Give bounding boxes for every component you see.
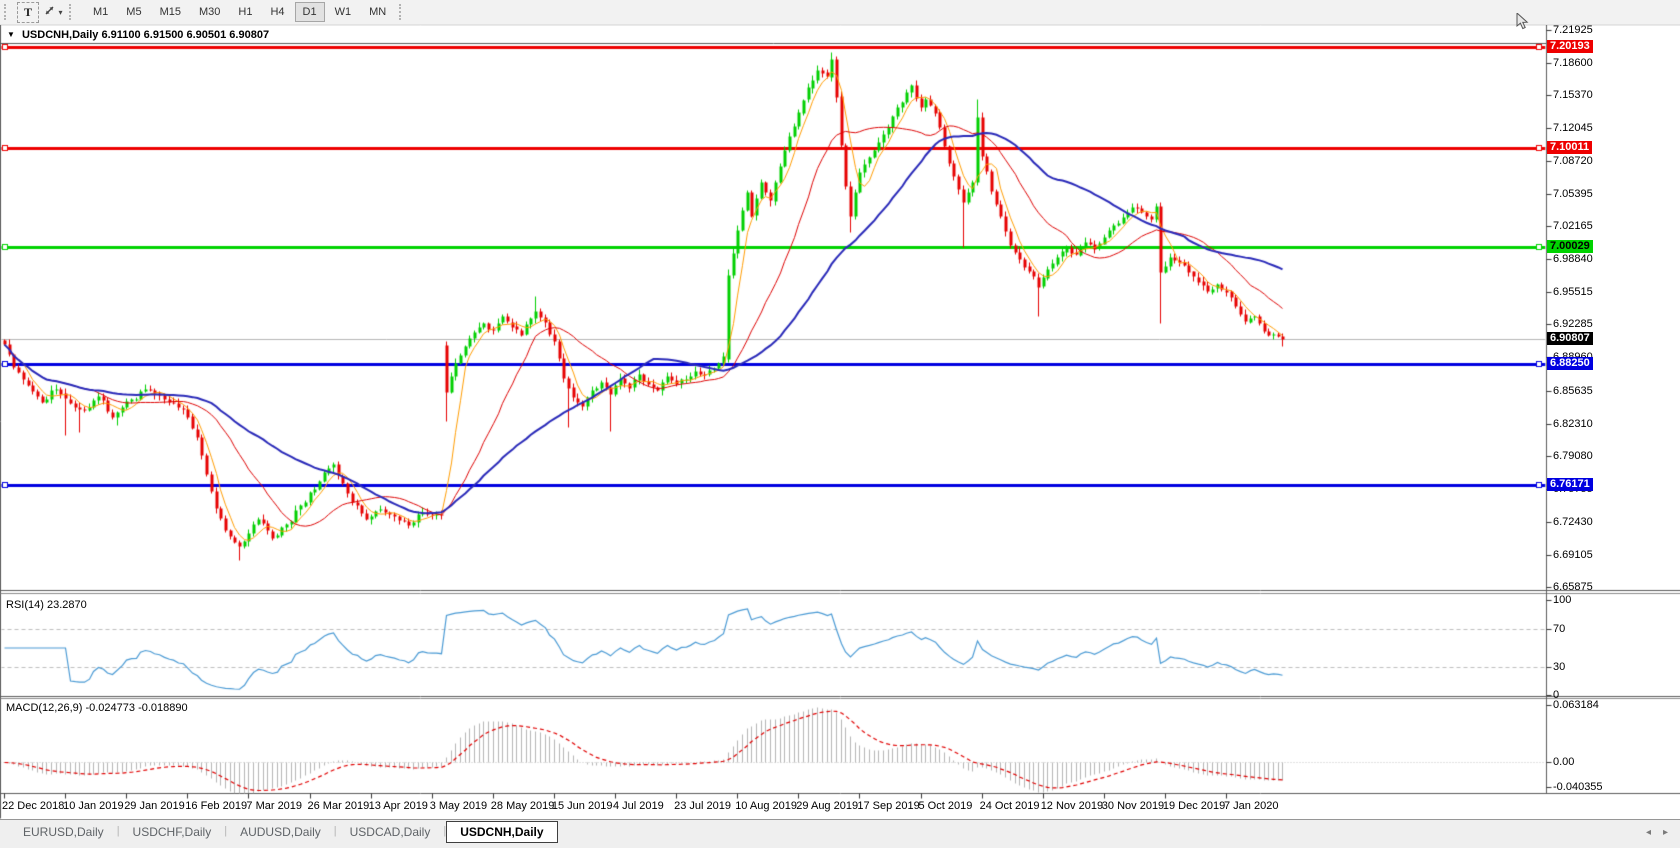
macd-scale-label: -0.040355 <box>1553 781 1603 793</box>
time-axis-label: 29 Jan 2019 <box>124 800 185 812</box>
timeframe-buttons: M1 M5 M15 M30 H1 H4 D1 W1 MN <box>84 2 395 22</box>
tab-separator-icon: | <box>116 825 120 837</box>
time-axis-label: 12 Nov 2019 <box>1040 800 1104 812</box>
price-scale-label: 6.69105 <box>1553 548 1593 561</box>
hline-price-label: 7.20193 <box>1547 39 1593 53</box>
time-axis-label: 7 Jan 2020 <box>1224 800 1279 812</box>
time-axis-label: 5 Oct 2019 <box>918 800 973 812</box>
timeframe-button-d1[interactable]: D1 <box>294 2 325 22</box>
time-axis-label: 29 Aug 2019 <box>796 800 859 812</box>
hline-price-label: 6.88250 <box>1547 357 1593 371</box>
tab-usdchf[interactable]: USDCHF,Daily <box>132 825 212 839</box>
tab-eurusd[interactable]: EURUSD,Daily <box>23 825 104 839</box>
price-scale-label: 7.18600 <box>1553 56 1593 69</box>
price-scale-label: 6.85635 <box>1553 384 1593 397</box>
macd-header: MACD(12,26,9) -0.024773 -0.018890 <box>6 702 188 714</box>
timeframe-button-m15[interactable]: M15 <box>159 6 181 18</box>
time-axis-label: 16 Feb 2019 <box>185 800 248 812</box>
chart-title[interactable]: ▼ USDCNH,Daily 6.91100 6.91500 6.90501 6… <box>7 29 269 41</box>
time-axis-label: 10 Jan 2019 <box>63 800 124 812</box>
price-scale-label: 6.72430 <box>1553 515 1593 528</box>
time-axis-label: 28 May 2019 <box>490 800 555 812</box>
tab-separator-icon: | <box>443 825 447 837</box>
toolbar-grip[interactable] <box>4 4 9 20</box>
timeframe-button-mn[interactable]: MN <box>369 6 387 18</box>
time-axis-label: 22 Dec 2018 <box>2 800 65 812</box>
time-axis-label: 19 Dec 2019 <box>1162 800 1226 812</box>
macd-scale-label: 0.00 <box>1553 756 1575 768</box>
timeframe-button-w1[interactable]: W1 <box>334 6 352 18</box>
price-scale-label: 7.21925 <box>1553 23 1593 36</box>
time-axis-label: 30 Nov 2019 <box>1101 800 1165 812</box>
time-axis-label: 13 Apr 2019 <box>368 800 428 812</box>
toolbar-grip[interactable] <box>399 4 404 20</box>
rsi-scale-label: 0 <box>1553 689 1560 701</box>
time-axis-label: 3 May 2019 <box>429 800 488 812</box>
time-axis-label: 10 Aug 2019 <box>735 800 797 812</box>
timeframe-button-m30[interactable]: M30 <box>198 6 221 18</box>
time-axis-label: 7 Mar 2019 <box>246 800 303 812</box>
tab-scroll-right-icon[interactable]: ▸ <box>1662 827 1668 838</box>
hline-price-label: 6.76171 <box>1547 477 1593 491</box>
tab-separator-icon: | <box>224 825 228 837</box>
price-scale-label: 6.92285 <box>1553 318 1593 331</box>
price-scale-label: 7.05395 <box>1553 187 1593 200</box>
price-scale-label: 7.15370 <box>1553 88 1593 101</box>
mouse-cursor <box>1516 11 1530 36</box>
collapse-triangle-icon[interactable]: ▼ <box>7 30 15 39</box>
time-axis-label: 26 Mar 2019 <box>307 800 370 812</box>
tab-audusd[interactable]: AUDUSD,Daily <box>240 825 321 839</box>
time-axis-label: 4 Jul 2019 <box>613 800 664 812</box>
ohlc-quote: 6.91100 6.91500 6.90501 6.90807 <box>101 29 270 41</box>
rsi-scale-label: 70 <box>1553 622 1566 635</box>
price-scale-label: 6.82310 <box>1553 417 1593 430</box>
hline-price-label: 7.00029 <box>1547 240 1593 254</box>
price-scale-label: 7.02165 <box>1553 220 1593 233</box>
chart-tab-bar: EURUSD,Daily | USDCHF,Daily | AUDUSD,Daily | U… <box>0 819 1680 848</box>
time-axis-label: 15 Jun 2019 <box>551 800 613 812</box>
timeframe-button-h1[interactable]: H1 <box>238 6 253 18</box>
tab-scroll-left-icon[interactable]: ◂ <box>1645 827 1651 838</box>
current-price-label: 6.90807 <box>1547 332 1593 346</box>
rsi-header: RSI(14) 23.2870 <box>6 599 87 611</box>
price-scale-label: 7.08720 <box>1553 154 1593 167</box>
price-scale-label: 6.95515 <box>1553 286 1593 299</box>
chevron-down-icon: ▾ <box>58 7 63 17</box>
time-axis-label: 24 Oct 2019 <box>979 800 1040 812</box>
timeframe-button-m1[interactable]: M1 <box>93 6 109 18</box>
diagonal-arrows-icon <box>43 4 56 20</box>
tab-usdcnh[interactable]: USDCNH,Daily <box>446 821 558 843</box>
timeframe-button-h4[interactable]: H4 <box>270 6 285 18</box>
macd-scale-label: 0.063184 <box>1553 699 1599 711</box>
text-tool-button[interactable]: T <box>17 1 39 23</box>
toolbar-grip[interactable] <box>69 4 74 20</box>
time-axis-label: 23 Jul 2019 <box>674 800 731 812</box>
price-scale-label: 6.65875 <box>1553 581 1593 594</box>
price-scale-label: 6.98840 <box>1553 253 1593 266</box>
price-scale-label: 6.79080 <box>1553 449 1593 462</box>
tab-usdcad[interactable]: USDCAD,Daily <box>349 825 431 839</box>
symbol-label: USDCNH,Daily <box>21 29 99 41</box>
hline-price-label: 7.10011 <box>1547 141 1593 155</box>
toolbar: T ▾ M1 M5 M15 M30 H1 H4 D1 W1 MN <box>0 0 1680 25</box>
timeframe-button-m5[interactable]: M5 <box>126 6 142 18</box>
cursor-tool-button[interactable]: ▾ <box>43 3 63 22</box>
rsi-scale-label: 100 <box>1553 594 1572 606</box>
tab-separator-icon: | <box>333 825 337 837</box>
price-scale-label: 7.12045 <box>1553 121 1593 134</box>
time-axis-label: 17 Sep 2019 <box>857 800 920 812</box>
rsi-scale-label: 30 <box>1553 660 1566 673</box>
